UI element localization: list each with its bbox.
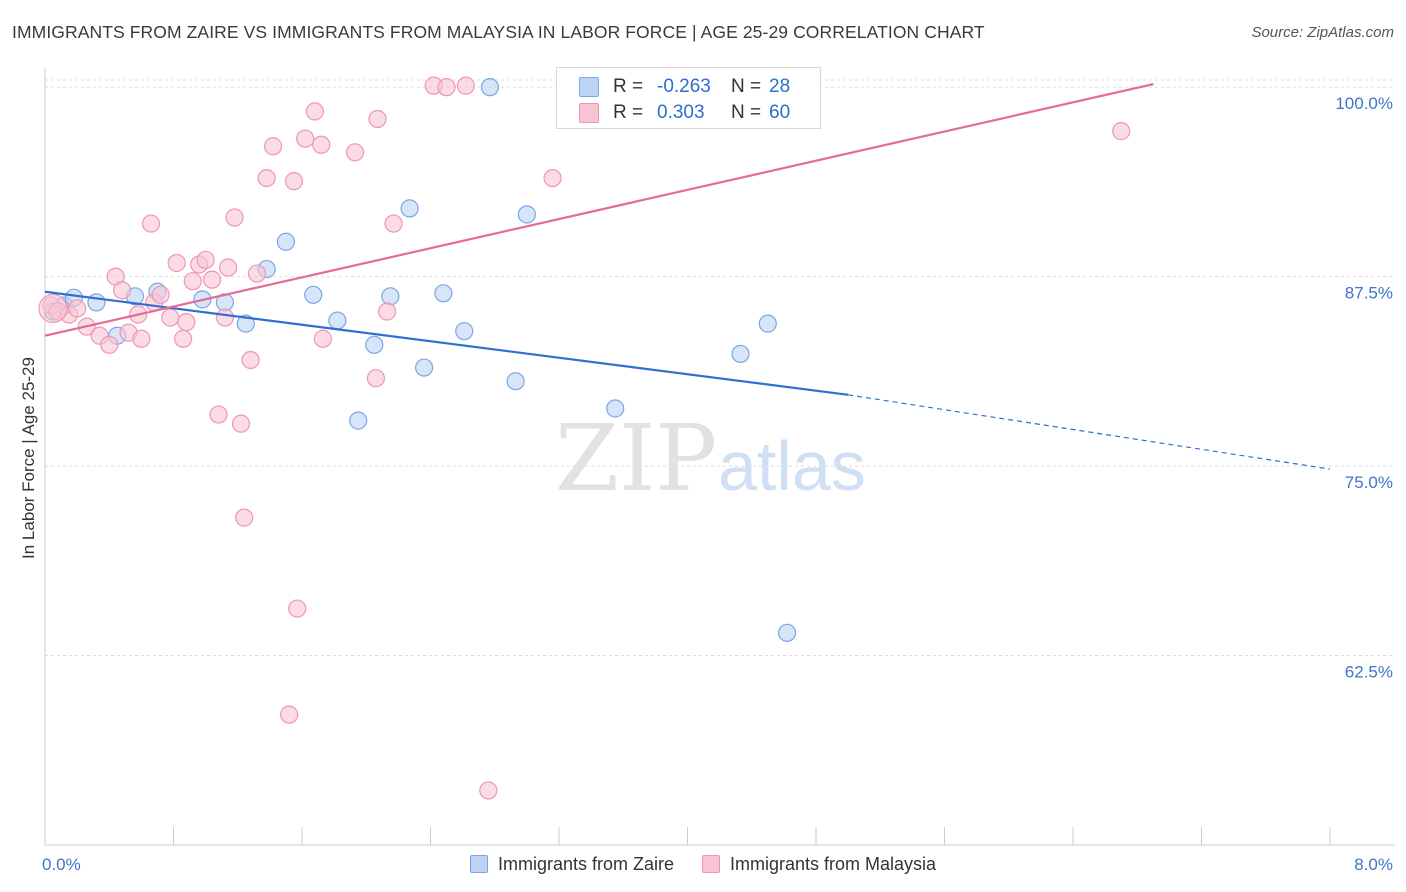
zaire-point bbox=[236, 314, 255, 333]
watermark-zip: ZIP bbox=[555, 405, 717, 512]
zaire-point bbox=[506, 372, 525, 391]
stats-legend: R = -0.263 N = 28 R = 0.303 N = 60 bbox=[556, 67, 821, 129]
zaire-swatch bbox=[469, 855, 488, 873]
malaysia-trend-line bbox=[44, 83, 1154, 337]
watermark: ZIP atlas bbox=[555, 405, 866, 512]
zaire-point bbox=[758, 314, 777, 333]
r-label: R = bbox=[613, 102, 644, 123]
malaysia-point bbox=[384, 214, 403, 233]
zaire-point bbox=[87, 293, 106, 312]
malaysia-point bbox=[202, 270, 222, 289]
malaysia-point bbox=[68, 299, 87, 318]
malaysia-point bbox=[209, 405, 228, 424]
malaysia-point bbox=[345, 143, 365, 162]
malaysia-point bbox=[263, 137, 283, 156]
n-value: 28 bbox=[769, 76, 791, 97]
zaire-point bbox=[381, 287, 400, 306]
malaysia-point bbox=[183, 272, 202, 291]
malaysia-point bbox=[280, 705, 299, 724]
malaysia-swatch bbox=[579, 103, 599, 123]
n-value: 60 bbox=[769, 102, 791, 123]
tick-labels: 100.0% 87.5% 75.0% 62.5% 0.0% 8.0% bbox=[42, 94, 1393, 874]
malaysia-point bbox=[313, 329, 332, 348]
zaire-point bbox=[517, 205, 536, 224]
axes bbox=[44, 68, 1395, 846]
y-tick-label: 100.0% bbox=[1335, 94, 1393, 113]
malaysia-point bbox=[479, 781, 498, 800]
zaire-point bbox=[434, 284, 453, 303]
zaire-point bbox=[328, 311, 347, 330]
legend-label: Immigrants from Malaysia bbox=[729, 853, 937, 874]
malaysia-point bbox=[257, 168, 276, 188]
x-tick-label: 8.0% bbox=[1354, 855, 1393, 874]
malaysia-point bbox=[543, 168, 562, 188]
y-tick-label: 87.5% bbox=[1345, 284, 1393, 303]
malaysia-point bbox=[247, 264, 267, 283]
r-value: -0.263 bbox=[657, 76, 711, 97]
chart-title: IMMIGRANTS FROM ZAIRE VS IMMIGRANTS FROM… bbox=[12, 22, 985, 42]
zaire-trend-line bbox=[44, 290, 849, 396]
r-value: 0.303 bbox=[657, 102, 705, 123]
zaire-point bbox=[606, 399, 625, 418]
n-label: N = bbox=[731, 76, 762, 97]
malaysia-point bbox=[456, 76, 475, 95]
zaire-point bbox=[480, 78, 500, 97]
zaire-point bbox=[731, 344, 750, 364]
source-credit: Source: ZipAtlas.com bbox=[1251, 24, 1394, 41]
malaysia-point bbox=[177, 312, 196, 332]
malaysia-point bbox=[141, 214, 161, 233]
malaysia-point bbox=[231, 414, 251, 433]
zaire-point bbox=[349, 411, 368, 430]
zaire-point bbox=[455, 322, 474, 341]
watermark-atlas: atlas bbox=[718, 427, 866, 505]
malaysia-point bbox=[378, 302, 397, 321]
cluster-point bbox=[38, 293, 68, 324]
malaysia-point bbox=[305, 102, 324, 121]
malaysia-point bbox=[1112, 122, 1131, 141]
zaire-point bbox=[304, 285, 323, 304]
malaysia-point bbox=[151, 285, 170, 304]
malaysia-point bbox=[100, 335, 119, 354]
x-tick-label: 0.0% bbox=[42, 855, 81, 874]
zaire-trend-extension bbox=[848, 394, 1331, 470]
malaysia-point bbox=[167, 253, 186, 273]
malaysia-point bbox=[241, 350, 260, 370]
y-axis-label: In Labor Force | Age 25-29 bbox=[19, 357, 38, 559]
malaysia-point bbox=[312, 135, 331, 154]
zaire-point bbox=[276, 232, 296, 251]
malaysia-point bbox=[174, 329, 193, 348]
zaire-point bbox=[400, 199, 419, 218]
malaysia-point bbox=[366, 369, 385, 388]
malaysia-point bbox=[196, 250, 215, 270]
malaysia-swatch bbox=[701, 855, 720, 873]
stats-row-zaire: R = -0.263 N = 28 bbox=[579, 74, 790, 100]
malaysia-point bbox=[235, 508, 254, 527]
malaysia-point bbox=[296, 129, 315, 148]
malaysia-point bbox=[225, 208, 244, 227]
trend-lines bbox=[44, 83, 1331, 470]
malaysia-point bbox=[132, 329, 151, 348]
y-tick-label: 62.5% bbox=[1345, 663, 1393, 682]
n-label: N = bbox=[731, 102, 762, 123]
malaysia-point bbox=[215, 308, 234, 327]
malaysia-point bbox=[437, 78, 456, 97]
legend-item-malaysia[interactable]: Immigrants from Malaysia bbox=[701, 853, 937, 875]
y-tick-label: 75.0% bbox=[1345, 473, 1393, 492]
malaysia-point bbox=[288, 599, 307, 618]
zaire-point bbox=[777, 623, 797, 642]
malaysia-point bbox=[284, 172, 304, 191]
legend-item-zaire[interactable]: Immigrants from Zaire bbox=[469, 853, 674, 875]
stats-row-malaysia: R = 0.303 N = 60 bbox=[579, 100, 790, 126]
zaire-swatch bbox=[579, 77, 599, 97]
zaire-point bbox=[365, 335, 384, 354]
zaire-point bbox=[414, 358, 434, 377]
malaysia-point bbox=[219, 258, 238, 277]
legend-label: Immigrants from Zaire bbox=[497, 853, 674, 874]
malaysia-point bbox=[112, 281, 132, 300]
r-label: R = bbox=[613, 76, 644, 97]
series-legend: Immigrants from Zaire Immigrants from Ma… bbox=[0, 850, 1406, 878]
malaysia-point bbox=[161, 308, 180, 327]
malaysia-point bbox=[368, 109, 387, 129]
